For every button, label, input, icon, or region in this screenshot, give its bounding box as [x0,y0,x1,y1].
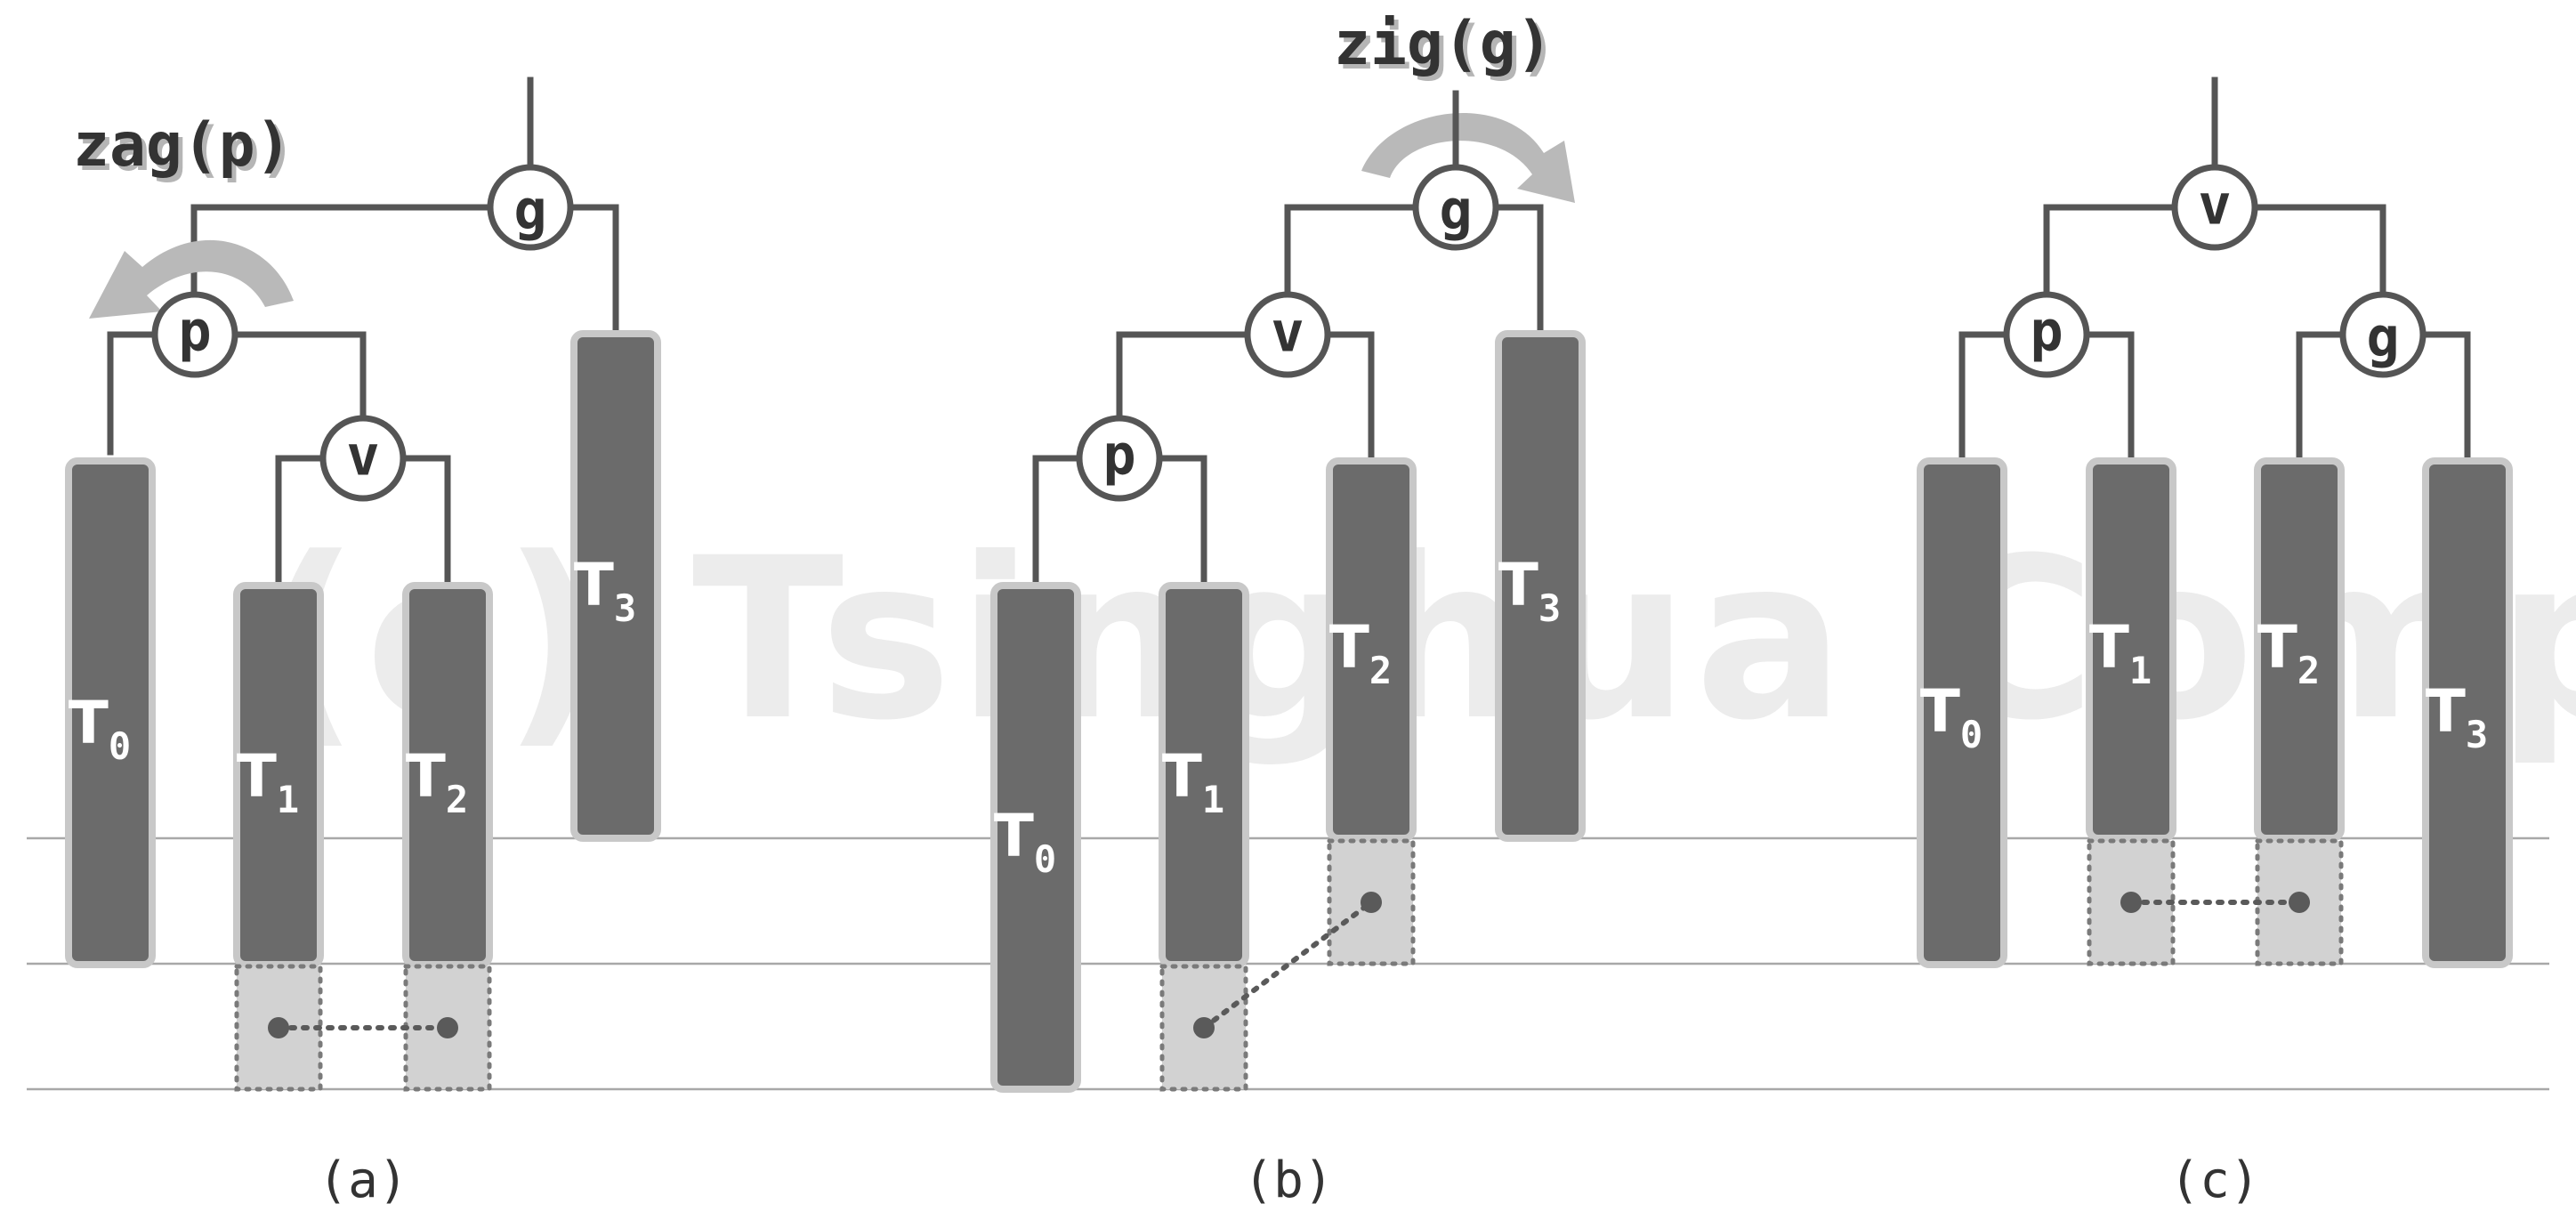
node-label-g-a: g [513,178,546,243]
subtree-label-t0-b: T0 [994,802,1056,881]
node-label-g-b: g [1439,178,1472,243]
subtree-label-t3-c: T3 [2426,677,2488,756]
edge-v-t1 [275,455,325,586]
node-v-b: v [1244,291,1331,378]
node-label-g-c: g [2366,305,2399,370]
edge-v-p-c [2043,204,2177,297]
operation-label-a: zag(p) [73,110,292,181]
edge-p-t0-b [1032,455,1082,586]
panel-b: zig(g) zig(g) T0 T1 T2 T3 [990,9,1586,1209]
operation-label-shadow-a: zag(p) [77,115,296,185]
edge-p-t1-b [1158,455,1207,586]
node-g-b: g [1412,164,1499,251]
node-v-c: v [2171,164,2258,251]
subtree-t2-c [2254,457,2345,842]
subtree-t0-c [1917,457,2007,968]
edge-p-t0-c [1958,331,2009,462]
edge-g-t3-b [1493,204,1544,333]
node-p-c: p [2003,291,2090,378]
rotate-left-arrow-icon [89,239,294,319]
height-dot-t2-c [2289,892,2310,913]
subtree-label-t1-a: T1 [237,742,299,821]
edge-p-t1-c [2084,331,2135,462]
node-p-a: p [151,291,238,378]
caption-a: (a) [318,1151,408,1209]
node-g-a: g [487,164,574,251]
edge-v-g-c [2252,204,2386,297]
node-label-p-b: p [1102,423,1135,488]
subtree-t1-c [2086,457,2176,842]
edge-v-t2 [401,455,451,586]
subtree-label-t2-c: T2 [2257,613,2320,692]
edge-v-p [1116,331,1249,422]
node-label-p-a: p [178,299,211,364]
edge-g-t3-c [2420,331,2471,462]
panel-c: T0 T1 T2 T3 v p g (c) [1917,77,2513,1209]
edge-v-t2-b [1326,331,1375,462]
subtree-label-t3-b: T3 [1498,551,1561,630]
height-dot-t2-b [1361,892,1382,913]
caption-b: (b) [1243,1151,1333,1209]
edge-g-t3 [569,204,619,333]
height-dot-t1-b [1193,1017,1215,1038]
height-dot-t1-a [268,1017,289,1038]
subtree-label-t1-b: T1 [1162,742,1224,821]
panel-a: zag(p) zag(p) T0 T1 T2 T3 g [65,77,661,1209]
edge-p-v [232,331,367,422]
operation-label-b: zig(g) [1334,9,1553,79]
subtree-label-t1-c: T1 [2089,613,2152,692]
edge-g-t2-c [2296,331,2346,462]
node-g-c: g [2339,291,2427,378]
subtree-t0-b [990,582,1081,1093]
subtree-label-t0-a: T0 [69,689,131,768]
node-label-v-a: v [346,424,379,489]
subtree-t0-a [65,457,156,968]
height-dot-t2-a [437,1017,458,1038]
subtree-label-t3-a: T3 [574,551,636,630]
node-label-p-c: p [2030,299,2063,364]
subtree-t3-c [2422,457,2513,968]
node-p-b: p [1076,415,1163,502]
subtree-label-t2-a: T2 [406,742,468,821]
rotate-right-arrow-icon [1361,112,1575,203]
caption-c: (c) [2169,1151,2259,1209]
subtree-label-t2-b: T2 [1329,613,1392,692]
edge-p-t0 [107,331,157,456]
dotted-link-b [1201,900,1374,1030]
subtree-t2-b [1326,457,1417,842]
operation-label-shadow-b: zig(g) [1338,13,1557,84]
subtree-t3-b [1495,330,1586,842]
subtree-label-t0-c: T0 [1920,677,1982,756]
node-v-a: v [319,415,407,502]
subtree-t3-a [570,330,661,842]
edge-g-v [1284,204,1418,297]
node-label-v-b: v [1271,300,1304,365]
node-label-v-c: v [2198,173,2231,238]
height-dot-t1-c [2120,892,2142,913]
